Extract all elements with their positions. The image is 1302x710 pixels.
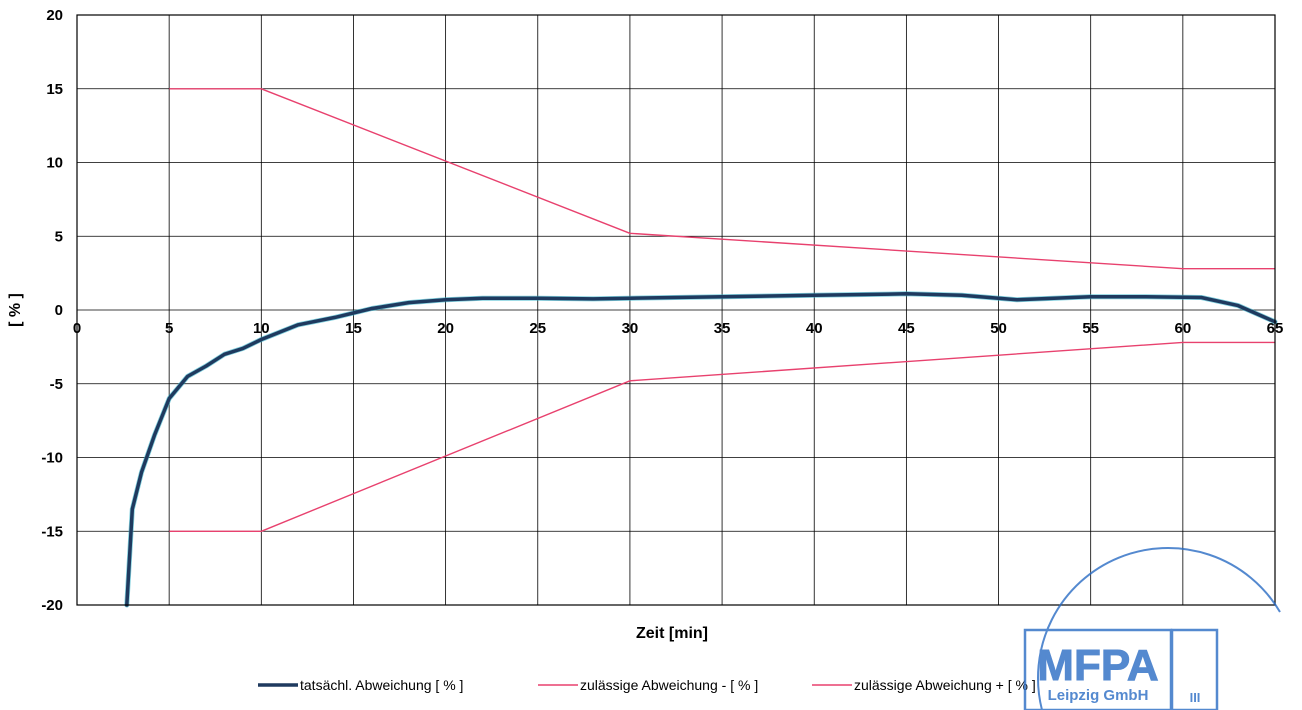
- x-tick-label: 50: [990, 320, 1007, 337]
- x-tick-label: 10: [253, 320, 270, 337]
- x-tick-label: 30: [622, 320, 639, 337]
- x-tick-label: 45: [898, 320, 915, 337]
- x-tick-label: 60: [1175, 320, 1192, 337]
- y-tick-labels: 20 15 10 5 0 -5 -10 -15 -20: [41, 7, 63, 614]
- series-line-actual-halo: [124, 291, 1278, 608]
- series-line-allowed-plus: [169, 88, 1275, 270]
- grid: [76, 14, 1276, 606]
- x-tick-label: 20: [437, 320, 454, 337]
- stamp-box-side: [1170, 628, 1219, 710]
- y-tick-label: 20: [46, 7, 63, 24]
- plot-border: [76, 14, 1276, 606]
- legend-label: zulässige Abweichung - [ % ]: [580, 677, 758, 693]
- y-tick-label: -15: [41, 523, 63, 540]
- y-axis-title: [ % ]: [7, 293, 24, 327]
- series-lines: [124, 88, 1278, 608]
- stamp-arc: [1037, 547, 1281, 710]
- x-tick-label: 55: [1082, 320, 1099, 337]
- x-tick-labels: 0 5 10 15 20 25 30 35 40 45 50 55 60 65: [73, 320, 1284, 337]
- y-tick-label: 5: [55, 228, 63, 245]
- x-tick-label: 35: [714, 320, 731, 337]
- stamp-logo-text: MFPA: [1037, 641, 1158, 690]
- mfpa-stamp: MFPA Leipzig GmbH III: [1023, 547, 1281, 710]
- y-tick-label: -10: [41, 450, 63, 467]
- y-tick-label: -5: [50, 376, 63, 393]
- x-axis-title: Zeit [min]: [636, 625, 708, 642]
- x-tick-label: 5: [165, 320, 173, 337]
- y-tick-label: 15: [46, 81, 63, 98]
- legend: tatsächl. Abweichung [ % ] zulässige Abwe…: [258, 677, 1036, 693]
- stamp-company-text: Leipzig GmbH: [1048, 687, 1149, 704]
- legend-label: tatsächl. Abweichung [ % ]: [300, 677, 463, 693]
- stamp-roman-text: III: [1190, 690, 1201, 705]
- series-line-actual: [125, 292, 1277, 607]
- x-tick-label: 40: [806, 320, 823, 337]
- series-line-allowed-minus: [169, 341, 1275, 532]
- legend-label: zulässige Abweichung + [ % ]: [854, 677, 1036, 693]
- y-tick-label: -20: [41, 597, 63, 614]
- y-tick-label: 10: [46, 155, 63, 172]
- x-tick-label: 15: [345, 320, 362, 337]
- y-tick-label: 0: [55, 302, 63, 319]
- x-tick-label: 25: [529, 320, 546, 337]
